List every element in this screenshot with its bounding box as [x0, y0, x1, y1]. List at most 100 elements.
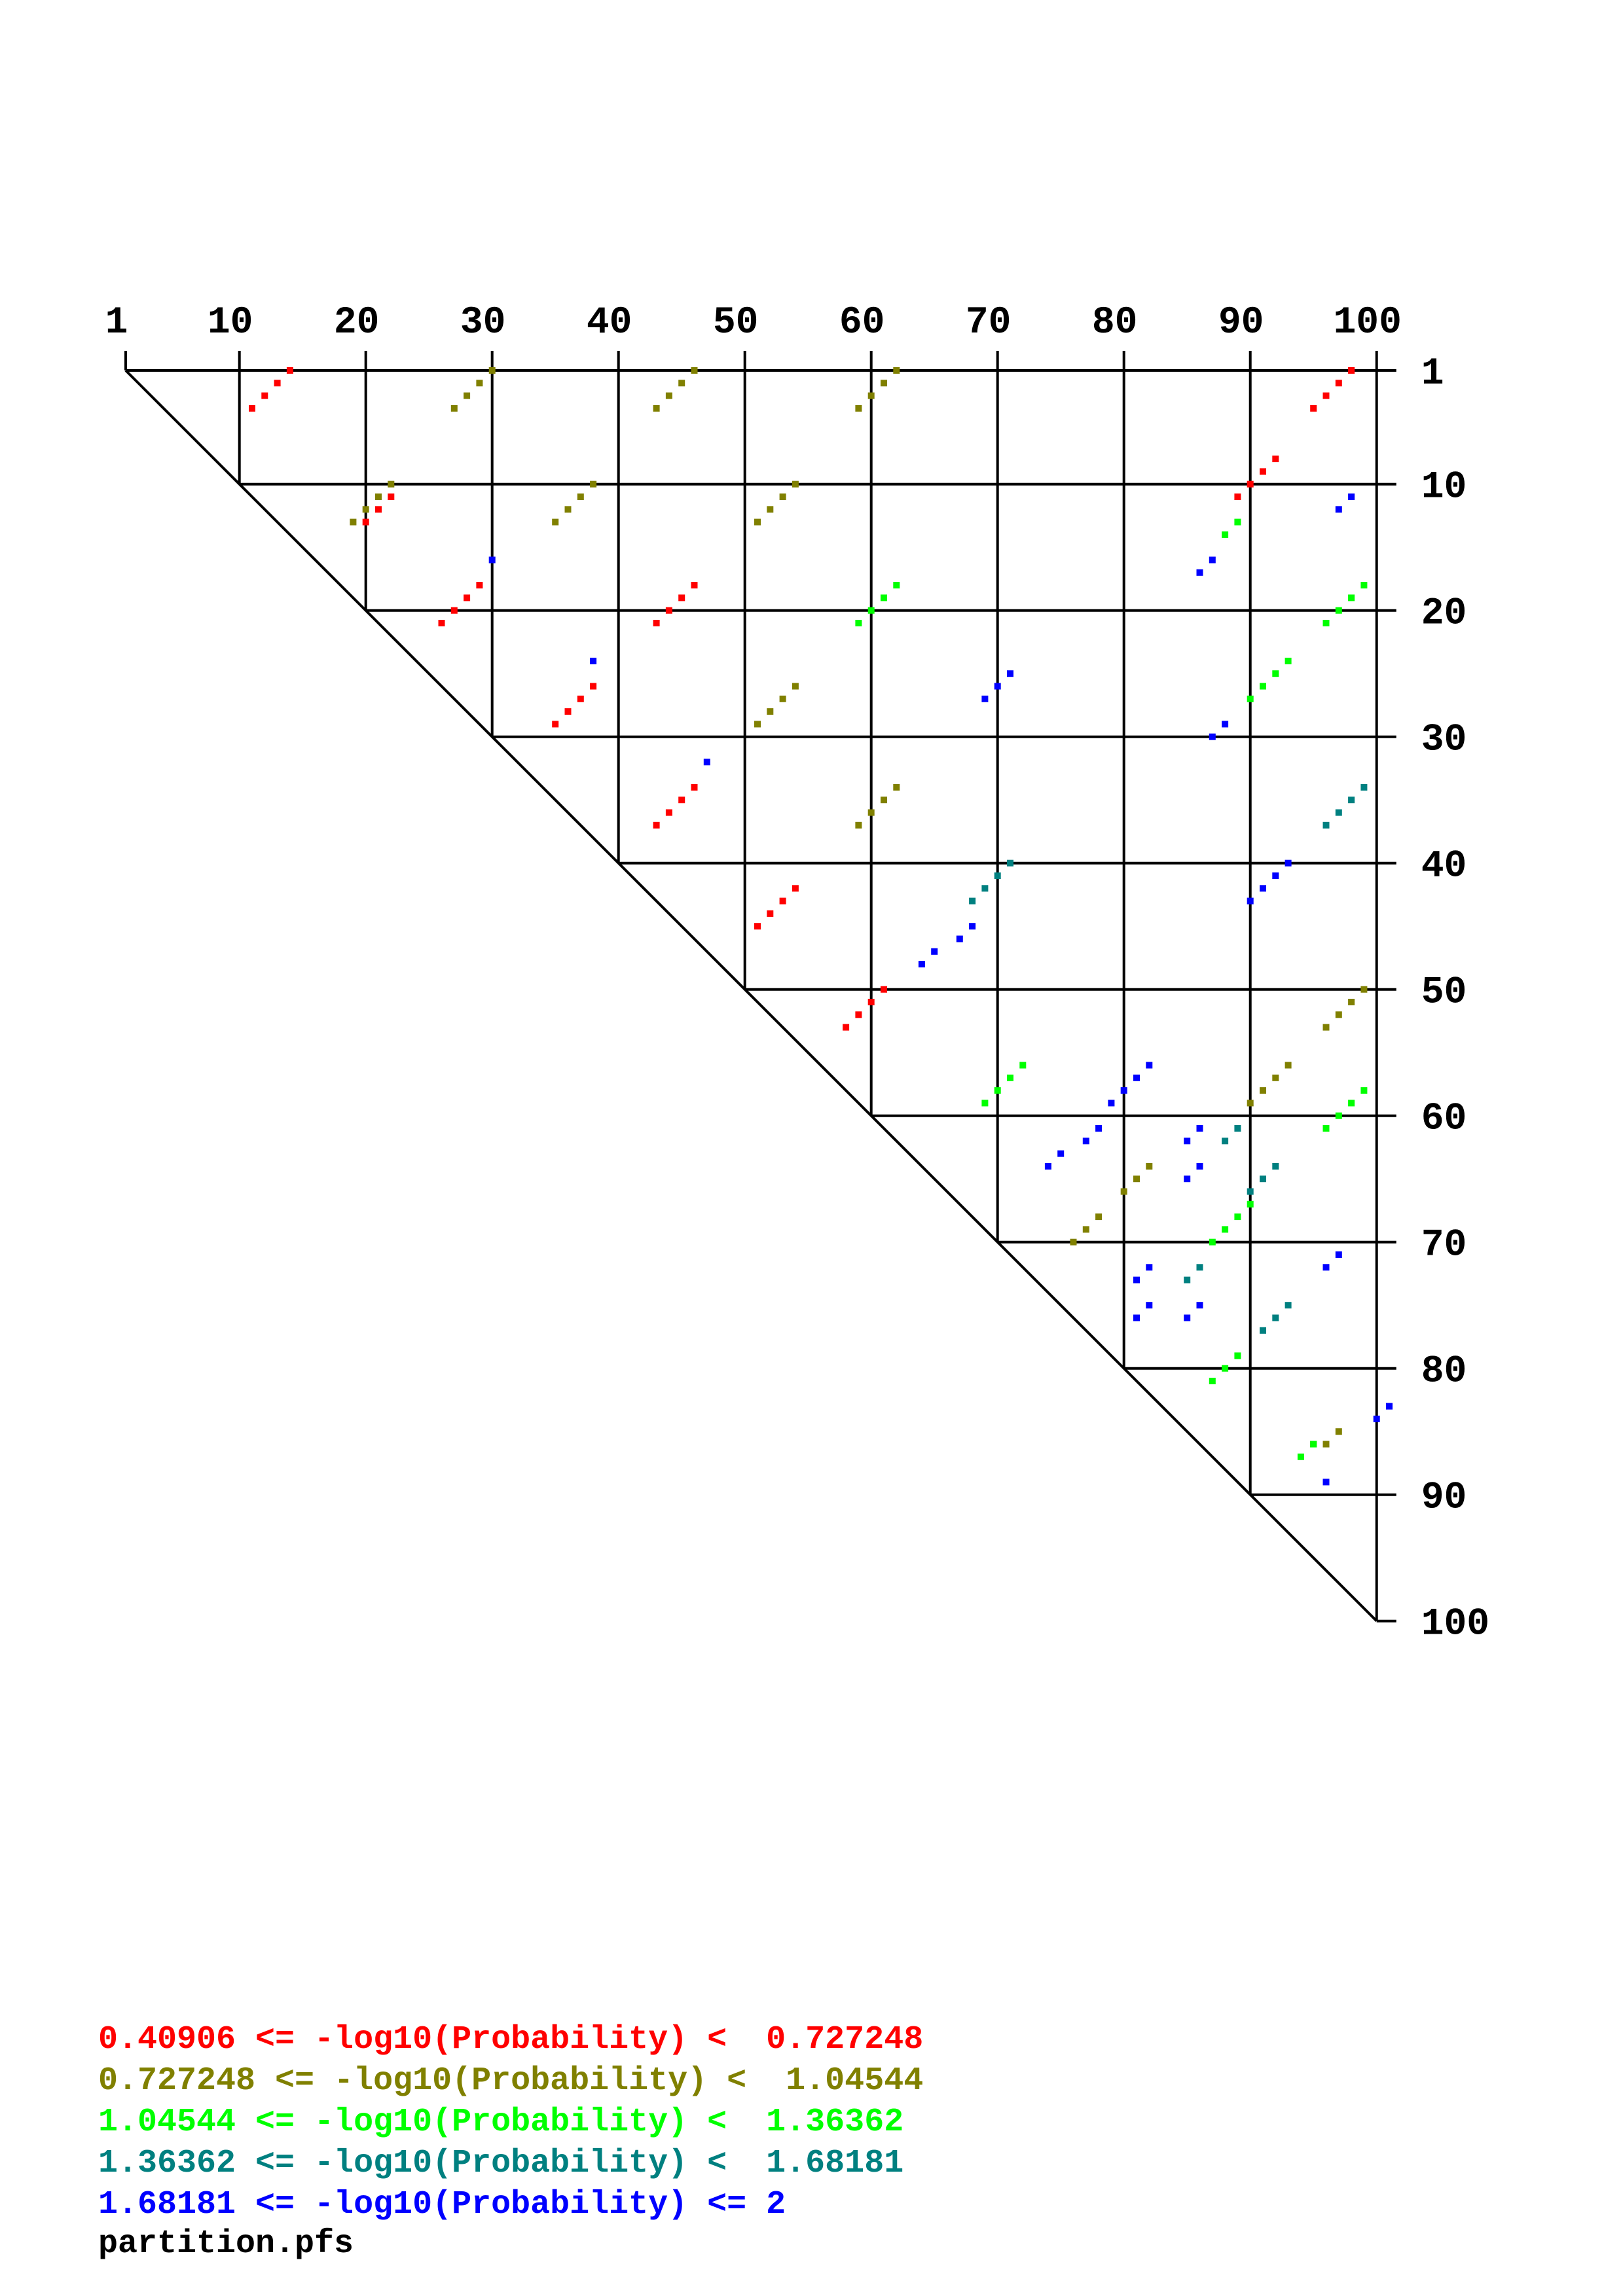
dot — [1234, 1125, 1241, 1132]
dot — [1386, 1403, 1393, 1410]
legend-entry: 0.727248 <= -log10(Probability) < 1.0454… — [98, 2062, 924, 2100]
dot — [476, 582, 483, 589]
dot — [488, 367, 496, 374]
dot — [274, 380, 281, 387]
x-tick-label: 10 — [208, 302, 253, 344]
dot — [792, 683, 799, 690]
dot — [1272, 1314, 1279, 1321]
dot — [1234, 518, 1241, 526]
dot — [1272, 1162, 1279, 1170]
y-tick-label: 100 — [1421, 1604, 1489, 1646]
dot — [1335, 506, 1342, 513]
dot — [1285, 1302, 1292, 1309]
dot — [1095, 1213, 1103, 1221]
dot — [590, 657, 597, 664]
dot — [1322, 821, 1330, 829]
dot — [1196, 569, 1203, 576]
y-tick-label: 90 — [1421, 1477, 1467, 1520]
dot — [450, 404, 458, 412]
dot — [665, 809, 672, 816]
dot — [969, 897, 976, 905]
legend-entry: 1.04544 <= -log10(Probability) < 1.36362 — [98, 2104, 904, 2141]
dot — [1095, 1125, 1103, 1132]
dot — [488, 556, 496, 564]
dot — [1184, 1276, 1191, 1283]
dot — [1196, 1302, 1203, 1309]
dot — [362, 518, 369, 526]
dot — [1146, 1302, 1153, 1309]
dot — [918, 961, 925, 968]
dot — [1260, 1327, 1266, 1334]
dot — [1322, 1024, 1330, 1031]
dot — [1007, 670, 1013, 677]
dot — [1133, 1276, 1140, 1283]
dot — [1260, 1175, 1266, 1183]
y-tick-label: 20 — [1421, 593, 1467, 636]
dot — [653, 404, 660, 412]
dot — [1146, 1162, 1153, 1170]
dot — [881, 986, 887, 993]
dot — [552, 721, 559, 728]
dot — [1335, 607, 1342, 614]
dot — [1335, 1112, 1342, 1119]
dot — [1133, 1314, 1140, 1321]
dot — [678, 797, 685, 804]
dot — [981, 1100, 989, 1107]
x-tick-label: 60 — [839, 302, 885, 344]
dot — [1247, 897, 1254, 905]
x-tick-label: 30 — [460, 302, 506, 344]
dot — [665, 392, 672, 399]
y-tick-label: 1 — [1421, 353, 1444, 395]
x-tick-label: 100 — [1333, 302, 1401, 344]
dot — [1322, 1441, 1330, 1448]
dot — [1007, 1074, 1013, 1081]
dot — [767, 910, 774, 917]
dot — [1222, 1365, 1229, 1372]
dot — [1322, 1479, 1330, 1486]
x-tick-label: 40 — [587, 302, 632, 344]
dot — [1044, 1162, 1051, 1170]
dot — [767, 708, 774, 715]
diagonal-line — [124, 369, 1378, 1623]
dot — [867, 392, 875, 399]
x-tick-label: 1 — [105, 302, 128, 344]
dot — [450, 607, 458, 614]
dot — [1234, 1213, 1241, 1221]
dot — [691, 783, 698, 791]
dot-plot: 1 10 20 30 40 50 60 70 80 90 100 11020304050607080… — [105, 302, 1490, 1646]
y-tick-labels: 1 10 20 30 40 50 60 70 80 90 100 — [1421, 353, 1489, 1646]
dot — [362, 506, 369, 513]
dot — [1146, 1062, 1153, 1069]
dot — [1209, 1378, 1216, 1384]
dot — [1247, 1100, 1254, 1107]
x-tick-label: 90 — [1218, 302, 1264, 344]
dot — [1285, 657, 1292, 664]
dot — [1146, 1264, 1153, 1271]
dot — [1272, 1074, 1279, 1081]
dot — [249, 404, 255, 412]
dot — [754, 721, 761, 728]
dot — [1082, 1226, 1089, 1233]
dot — [1335, 1011, 1342, 1018]
dot — [1260, 1087, 1266, 1094]
dot — [1335, 1428, 1342, 1435]
dot — [1108, 1100, 1115, 1107]
dot — [1285, 1062, 1292, 1069]
dot — [1348, 797, 1355, 804]
dot — [843, 1024, 850, 1031]
dot — [1196, 1162, 1203, 1170]
dot — [1019, 1062, 1027, 1069]
x-tick-labels: 1 10 20 30 40 50 60 70 80 90 100 — [105, 302, 1402, 344]
dot — [1272, 872, 1279, 879]
dot — [464, 594, 471, 601]
x-tick-label: 20 — [334, 302, 380, 344]
dot — [1360, 783, 1368, 791]
dot — [855, 821, 862, 829]
dot — [1348, 493, 1355, 500]
dot — [994, 872, 1001, 879]
dot — [1322, 620, 1330, 626]
dot — [678, 380, 685, 387]
dot — [1234, 1352, 1241, 1359]
dot — [893, 582, 900, 589]
dot — [1222, 1226, 1229, 1233]
